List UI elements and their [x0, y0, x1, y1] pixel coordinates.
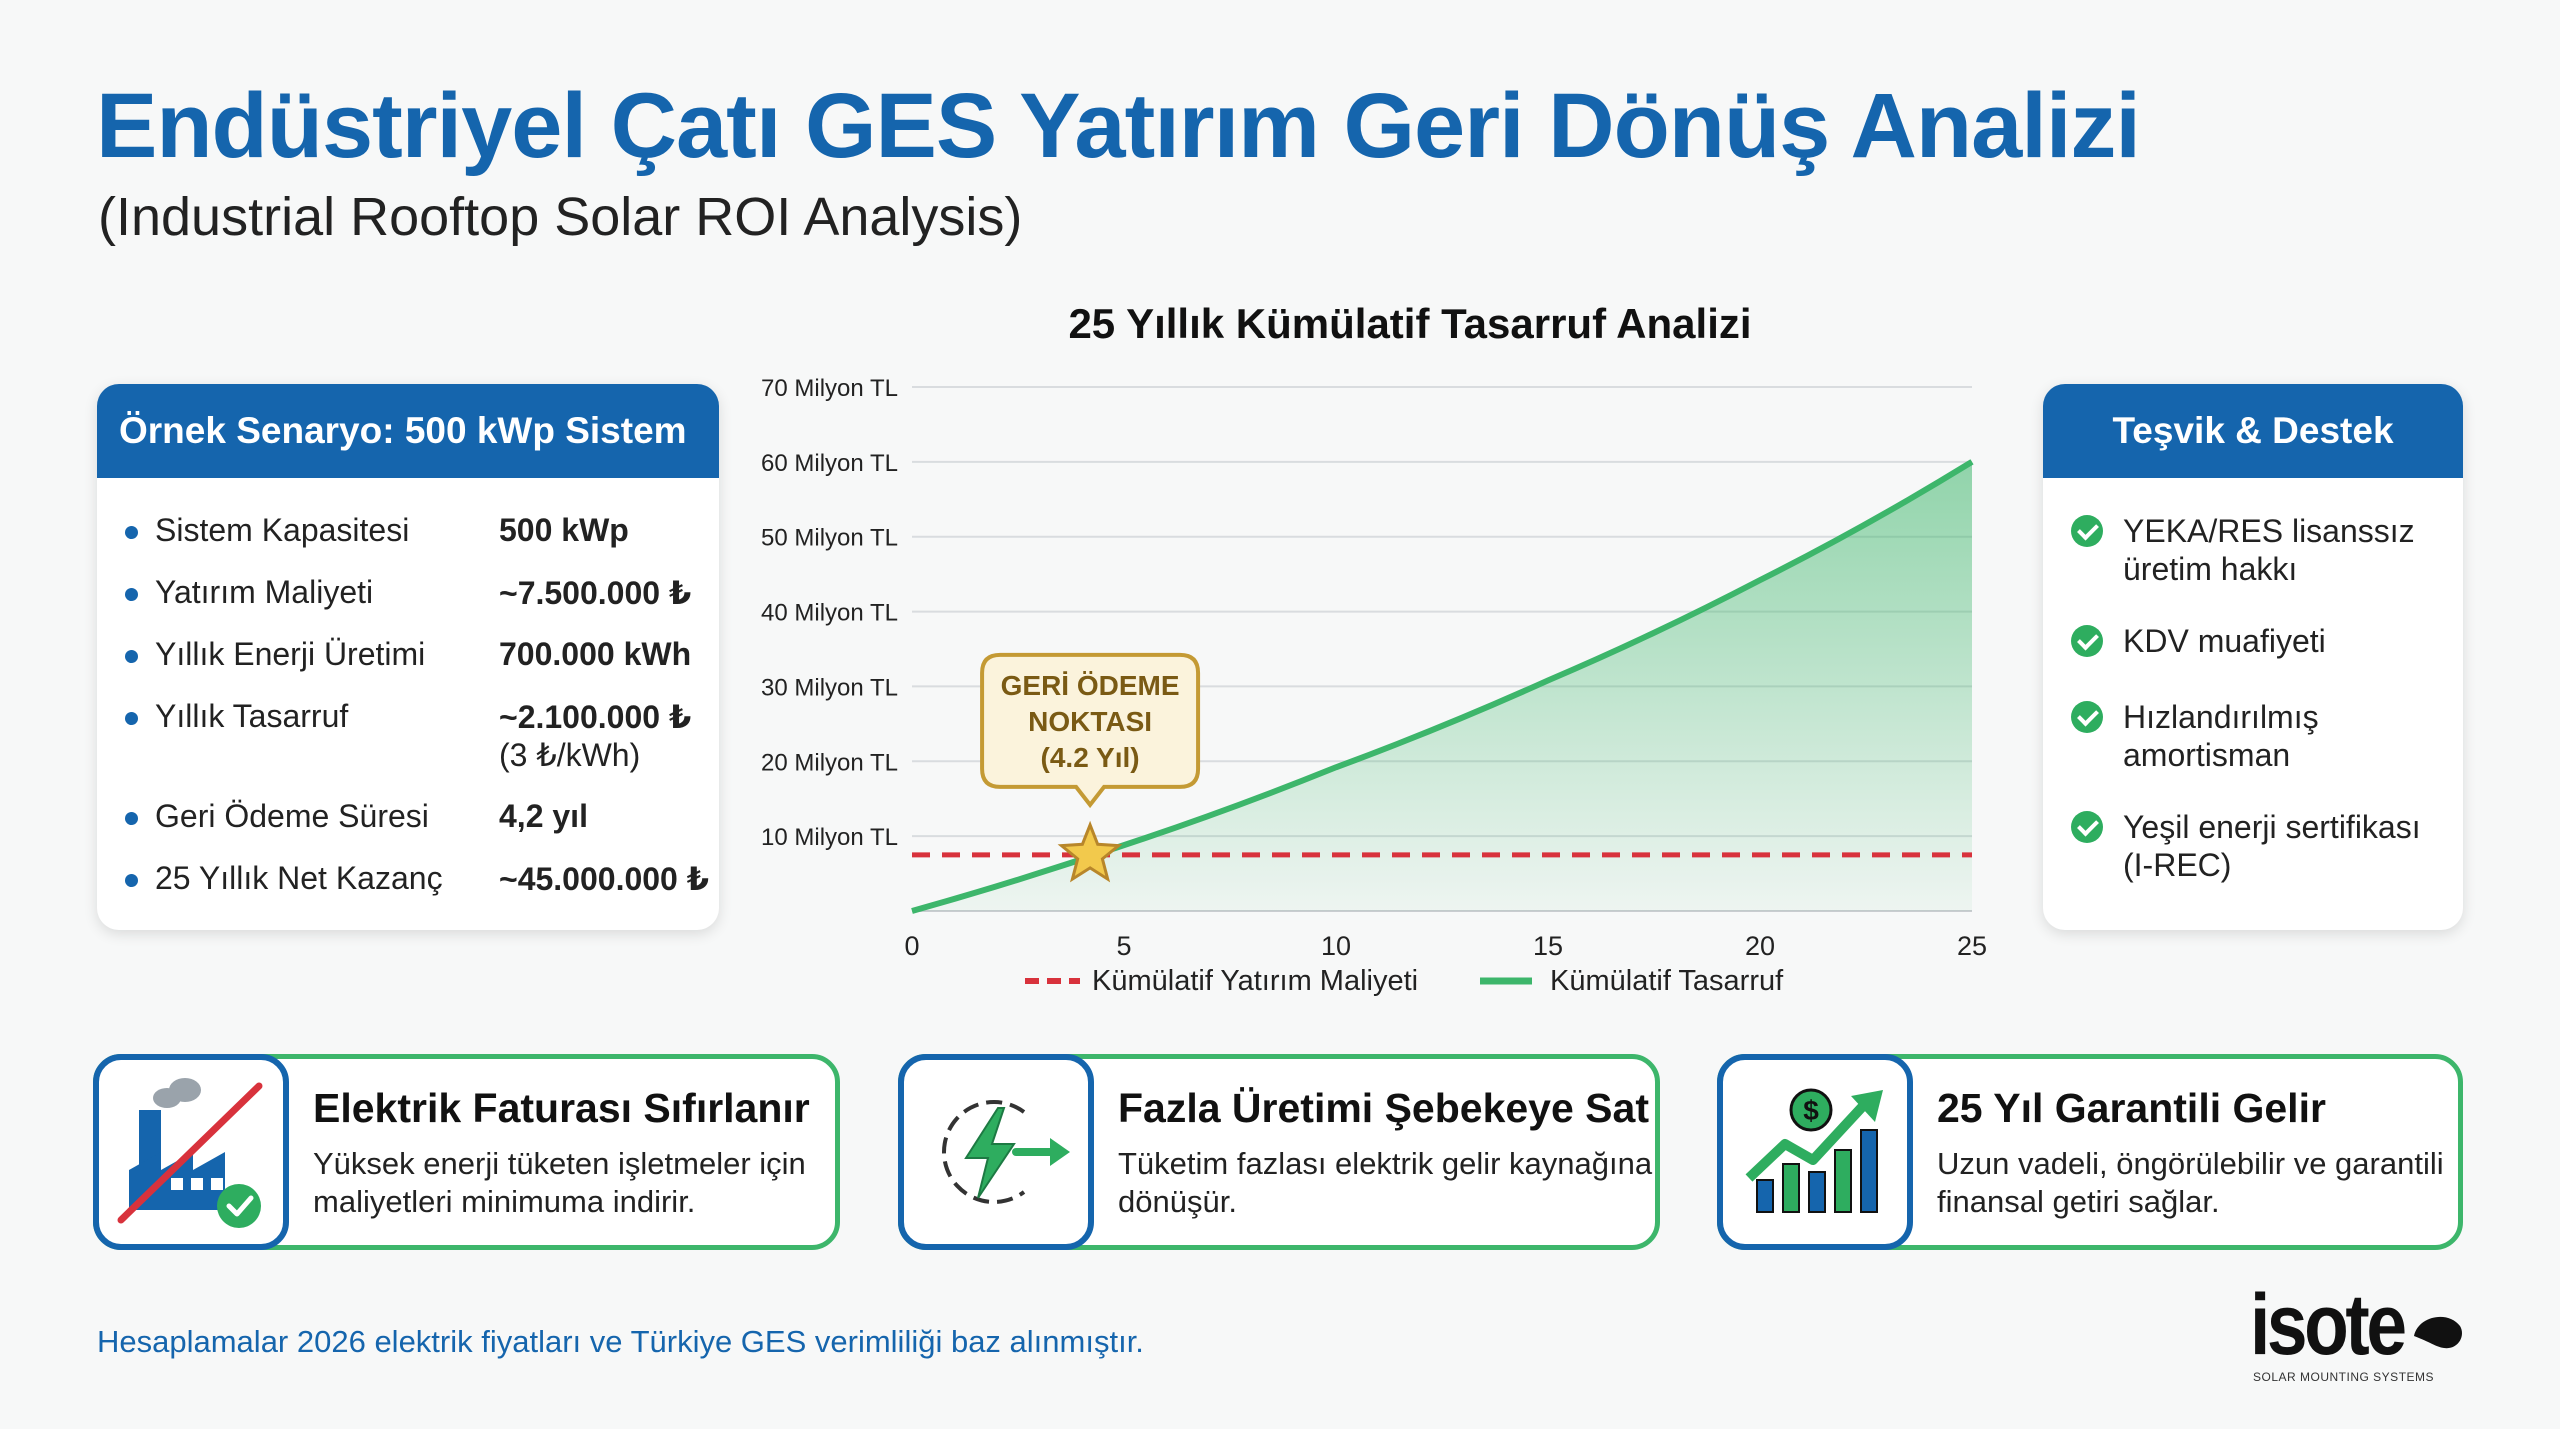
incentive-text: Hızlandırılmış amortisman: [2123, 699, 2319, 773]
savings-chart: 10 Milyon TL 20 Milyon TL 30 Milyon TL 40 M…: [761, 375, 1987, 997]
feature-title: 25 Yıl Garantili Gelir: [1937, 1085, 2326, 1131]
feature-icon-box: $: [1717, 1054, 1913, 1250]
check-icon: [2071, 625, 2103, 657]
scenario-value: ~7.500.000 ₺: [499, 575, 692, 611]
incentive-item: YEKA/RES lisanssız üretim hakkı: [2071, 512, 2451, 588]
y-tick-label: 30 Milyon TL: [761, 674, 898, 701]
scenario-value: ~45.000.000 ₺: [499, 861, 709, 897]
scenario-label: Yıllık Enerji Üretimi: [155, 636, 426, 672]
incentive-text: YEKA/RES lisanssız üretim hakkı: [2123, 513, 2415, 587]
legend-savings-label: Kümülatif Tasarruf: [1550, 965, 1784, 997]
payback-label: (4.2 Yıl): [1041, 742, 1140, 773]
scenario-value: 700.000 kWh: [499, 636, 692, 672]
x-tick-label: 0: [904, 931, 919, 961]
scenario-card: Örnek Senaryo: 500 kWp Sistem Sistem Kap…: [97, 384, 719, 930]
feature-desc: Tüketim fazlası elektrik gelir kaynağına…: [1118, 1146, 1653, 1219]
feature-desc: Yüksek enerji tüketen işletmeler için ma…: [313, 1146, 806, 1219]
bullet-icon: [125, 588, 138, 601]
chart-title: 25 Yıllık Kümülatif Tasarruf Analizi: [1068, 300, 1752, 347]
feature-bill-zero: Elektrik Faturası Sıfırlanır Yüksek ener…: [93, 1054, 840, 1250]
scenario-label: Sistem Kapasitesi: [155, 512, 410, 548]
brand-logo: isote SOLAR MOUNTING SYSTEMS: [2250, 1277, 2470, 1392]
feature-title: Fazla Üretimi Şebekeye Sat: [1118, 1085, 1649, 1131]
incentives-card: Teşvik & Destek YEKA/RES lisanssız üreti…: [2043, 384, 2463, 930]
savings-area: [912, 461, 1972, 911]
x-tick-label: 5: [1116, 931, 1131, 961]
scenario-title: Örnek Senaryo: 500 kWp Sistem: [97, 384, 719, 478]
growth-chart-icon: $: [1745, 1088, 1883, 1213]
incentive-item: KDV muafiyeti: [2071, 622, 2451, 660]
check-icon: [2071, 515, 2103, 547]
logo-mark-icon: [2414, 1316, 2463, 1349]
scenario-value: 500 kWp: [499, 512, 629, 548]
bullet-icon: [125, 874, 138, 887]
incentive-item: Yeşil enerji sertifikası (I-REC): [2071, 808, 2451, 884]
legend-cost-label: Kümülatif Yatırım Maliyeti: [1092, 965, 1418, 997]
x-tick-label: 25: [1957, 931, 1987, 961]
y-tick-label: 40 Milyon TL: [761, 600, 898, 627]
scenario-label: Yatırım Maliyeti: [155, 574, 374, 610]
y-tick-label: 60 Milyon TL: [761, 450, 898, 477]
page-subtitle: (Industrial Rooftop Solar ROI Analysis): [98, 187, 1023, 247]
payback-callout: [980, 652, 1201, 809]
feature-icon-box: [93, 1054, 289, 1250]
svg-text:$: $: [1803, 1095, 1819, 1126]
logo-wordmark: isote: [2250, 1277, 2407, 1373]
bullet-icon: [125, 650, 138, 663]
feature-title: Elektrik Faturası Sıfırlanır: [313, 1085, 810, 1131]
feature-icon-box: [898, 1054, 1094, 1250]
check-icon: [2071, 811, 2103, 843]
y-tick-label: 20 Milyon TL: [761, 749, 898, 776]
incentive-text: KDV muafiyeti: [2123, 623, 2326, 659]
incentive-text: Yeşil enerji sertifikası (I-REC): [2123, 809, 2421, 883]
y-tick-label: 10 Milyon TL: [761, 824, 898, 851]
scenario-label: 25 Yıllık Net Kazanç: [155, 860, 443, 896]
factory-off-icon: [117, 1078, 263, 1228]
logo-tagline: SOLAR MOUNTING SYSTEMS: [2253, 1370, 2435, 1384]
feature-sell-excess: Fazla Üretimi Şebekeye Sat Tüketim fazla…: [898, 1054, 1660, 1250]
payback-label: NOKTASI: [1028, 706, 1152, 737]
scenario-value: 4,2 yıl: [499, 798, 588, 834]
scenario-subvalue: (3 ₺/kWh): [499, 737, 641, 773]
x-tick-label: 15: [1533, 931, 1563, 961]
feature-desc: Uzun vadeli, öngörülebilir ve garantili …: [1937, 1146, 2444, 1219]
incentive-item: Hızlandırılmış amortisman: [2071, 698, 2451, 774]
bullet-icon: [125, 812, 138, 825]
scenario-value: ~2.100.000 ₺: [499, 699, 692, 735]
x-tick-label: 20: [1745, 931, 1775, 961]
check-icon: [2071, 701, 2103, 733]
x-tick-label: 10: [1321, 931, 1351, 961]
payback-label: GERİ ÖDEME: [1001, 670, 1180, 701]
star-icon: [1057, 820, 1123, 883]
bullet-icon: [125, 526, 138, 539]
energy-export-icon: [942, 1100, 1070, 1204]
feature-guaranteed-income: $ 25 Yıl Garantili Gelir Uzun vadeli, ön…: [1717, 1054, 2463, 1250]
page-title: Endüstriyel Çatı GES Yatırım Geri Dönüş …: [96, 75, 2141, 177]
footnote: Hesaplamalar 2026 elektrik fiyatları ve …: [97, 1324, 1144, 1359]
incentives-title: Teşvik & Destek: [2043, 384, 2463, 478]
y-tick-label: 50 Milyon TL: [761, 525, 898, 552]
bullet-icon: [125, 712, 138, 725]
scenario-label: Geri Ödeme Süresi: [155, 798, 429, 834]
scenario-label: Yıllık Tasarruf: [155, 698, 349, 734]
y-tick-label: 70 Milyon TL: [761, 375, 898, 402]
